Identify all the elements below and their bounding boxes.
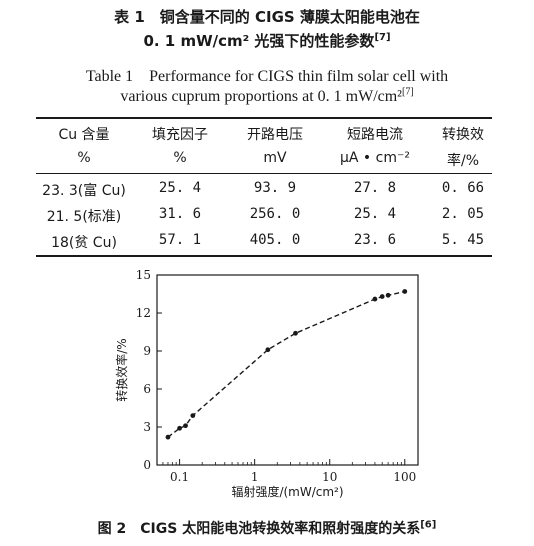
data-point xyxy=(265,347,271,353)
table-cell: 21. 5(标准) xyxy=(46,209,122,225)
y-tick-label: 3 xyxy=(143,420,151,434)
y-tick-label: 12 xyxy=(136,306,151,320)
table-cell: 27. 8 xyxy=(353,180,397,196)
data-point xyxy=(165,434,171,440)
table-cell: 18(贫 Cu) xyxy=(51,235,117,251)
data-point xyxy=(190,413,196,418)
y-tick-label: 6 xyxy=(143,382,151,396)
table-cell: 256. 0 xyxy=(249,206,301,222)
x-tick-label: 0.1 xyxy=(170,470,189,484)
table-header-isc-line1: 短路电流 xyxy=(347,127,403,143)
table-title-cn-line2: 0. 1 mW/cm² 光强下的性能参数[7] xyxy=(143,32,391,50)
table-cell: 405. 0 xyxy=(249,232,301,248)
y-tick-label: 9 xyxy=(143,344,151,358)
table-title-cn-line1: 表 1 铜含量不同的 CIGS 薄膜太阳能电池在 xyxy=(114,8,420,26)
data-point xyxy=(177,425,182,431)
table-header-isc-line2: μA • cm⁻² xyxy=(340,150,410,166)
data-point xyxy=(183,423,188,429)
table-cell: 23. 6 xyxy=(353,232,397,248)
data-point xyxy=(372,296,378,302)
x-axis-label: 辐射强度/(mW/cm²) xyxy=(231,484,343,499)
table-cell: 31. 6 xyxy=(158,206,202,222)
table-title-cn-ref: [7] xyxy=(374,32,391,43)
table-cell: 57. 1 xyxy=(158,232,202,248)
series-line xyxy=(167,290,405,438)
table-header-ff-line2: % xyxy=(173,150,187,166)
plot-frame xyxy=(156,274,419,466)
data-point xyxy=(379,294,385,299)
table-header-ff-line1: 填充因子 xyxy=(152,127,208,143)
table-rule-mid xyxy=(36,173,492,174)
x-tick-label: 1 xyxy=(251,470,259,484)
table-cell: 23. 3(富 Cu) xyxy=(42,183,126,199)
table-header-voc-line2: mV xyxy=(263,150,287,166)
data-point xyxy=(293,330,298,336)
table-cell: 5. 45 xyxy=(441,232,485,248)
table-rule-top xyxy=(36,117,492,119)
table-title-en-line2: various cuprum proportions at 0. 1 mW/cm… xyxy=(120,86,414,105)
y-axis-label: 转换效率/% xyxy=(114,338,129,401)
table-cell: 0. 66 xyxy=(441,180,485,196)
table-header-eff-line2: 率/% xyxy=(446,153,480,169)
table-title-en-ref: [7] xyxy=(401,86,414,98)
figure-caption-ref: [6] xyxy=(420,519,437,531)
table-header-cu-line1: Cu 含量 xyxy=(58,127,110,143)
table-rule-bottom xyxy=(36,255,492,257)
data-point xyxy=(402,289,408,294)
y-tick-label: 0 xyxy=(143,458,151,472)
data-point xyxy=(385,292,391,298)
x-tick-label: 10 xyxy=(322,470,337,484)
table-cell: 25. 4 xyxy=(158,180,202,196)
figure-caption: 图 2 CIGS 太阳能电池转换效率和照射强度的关系[6] xyxy=(97,519,437,537)
table-header-eff-line1: 转换效 xyxy=(442,127,484,143)
x-tick-label: 100 xyxy=(393,470,416,484)
y-tick-label: 15 xyxy=(136,268,151,282)
table-header-cu-line2: % xyxy=(77,150,91,166)
table-cell: 2. 05 xyxy=(441,206,485,222)
table-title-en-line1: Table 1 Performance for CIGS thin film s… xyxy=(85,68,449,85)
table-cell: 93. 9 xyxy=(253,180,297,196)
table-cell: 25. 4 xyxy=(353,206,397,222)
table-header-voc-line1: 开路电压 xyxy=(247,127,303,143)
